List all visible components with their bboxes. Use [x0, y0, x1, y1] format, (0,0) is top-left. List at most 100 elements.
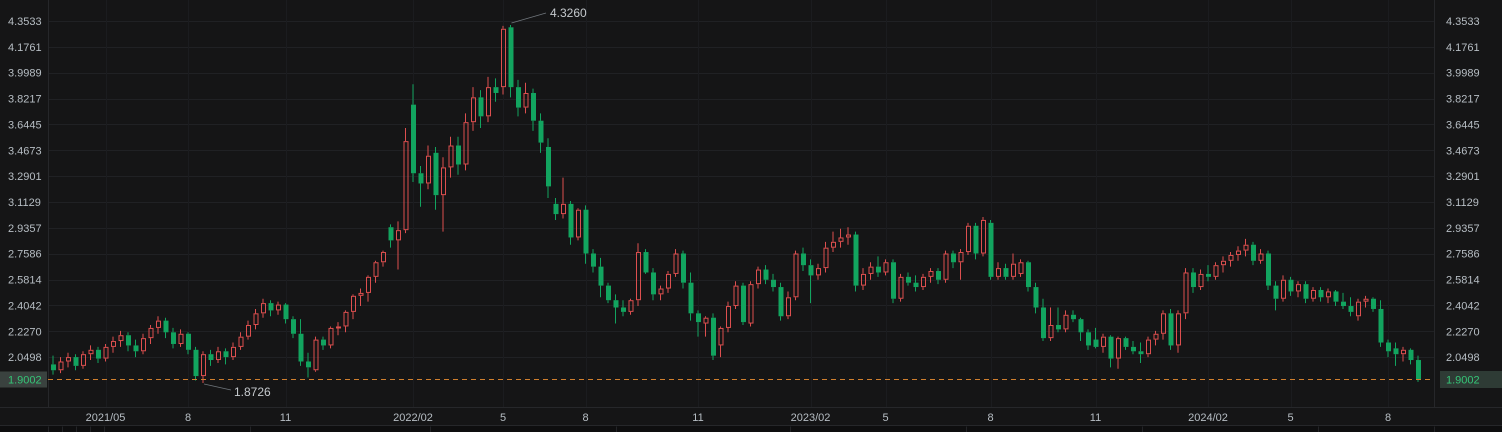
- candle-up: [103, 343, 109, 362]
- candle-up: [373, 260, 379, 283]
- candle-down: [433, 146, 439, 210]
- candle-part: [141, 338, 146, 352]
- candle-up: [966, 222, 971, 255]
- x-axis-label: 2024/02: [1188, 412, 1228, 424]
- candle-part: [261, 303, 266, 314]
- candle-part: [861, 273, 866, 286]
- candle-down: [1041, 298, 1046, 342]
- candle-down: [283, 303, 289, 324]
- candle-down: [891, 259, 896, 304]
- x-axis-label: 11: [692, 412, 703, 424]
- candle-part: [351, 295, 356, 312]
- candle-part: [1041, 307, 1046, 339]
- candle-part: [253, 313, 259, 326]
- x-axis-label: 8: [185, 412, 191, 424]
- candle-up: [1258, 249, 1264, 264]
- bottom-minimap-strip[interactable]: [0, 426, 1502, 432]
- candle-part: [711, 317, 716, 356]
- candle-up: [756, 266, 761, 289]
- y-axis-label-left: 2.0498: [8, 352, 42, 364]
- candle-part: [178, 333, 184, 344]
- candle-up: [253, 308, 259, 330]
- candle-part: [1273, 285, 1279, 299]
- candle-down: [988, 219, 994, 280]
- candle-part: [1251, 244, 1256, 261]
- candle-part: [868, 266, 874, 274]
- candle-part: [448, 145, 454, 168]
- candle-down: [388, 224, 394, 248]
- candle-up: [726, 301, 731, 333]
- x-axis-label: 11: [1090, 412, 1101, 424]
- candle-part: [268, 303, 274, 311]
- candle-down: [1026, 260, 1031, 292]
- candle-down: [936, 268, 941, 285]
- low-annotation: 1.8726: [234, 385, 271, 399]
- candle-part: [883, 262, 889, 273]
- candle-part: [651, 272, 656, 295]
- candle-part: [951, 253, 956, 263]
- candle-part: [771, 279, 776, 288]
- candle-up: [883, 259, 889, 276]
- candle-down: [598, 257, 604, 298]
- y-axis-label-right: 3.6445: [1446, 119, 1480, 131]
- candle-part: [546, 146, 551, 187]
- y-axis-label-left: 2.7586: [8, 249, 42, 261]
- candle-up: [448, 136, 454, 178]
- candle-part: [246, 325, 251, 337]
- candle-part: [1393, 348, 1399, 355]
- candle-part: [741, 285, 746, 323]
- y-axis-label-left: 2.5814: [8, 275, 42, 287]
- candle-part: [1078, 319, 1084, 333]
- candle-part: [148, 327, 154, 339]
- candle-up: [1296, 281, 1301, 298]
- candle-down: [763, 265, 769, 285]
- candle-part: [1056, 325, 1061, 330]
- candle-up: [441, 157, 446, 232]
- candle-up: [793, 250, 799, 301]
- candle-up: [261, 298, 266, 318]
- candle-down: [456, 136, 461, 175]
- candle-up: [231, 342, 236, 361]
- candle-part: [913, 282, 919, 288]
- candle-part: [1221, 260, 1226, 266]
- candle-down: [531, 88, 536, 131]
- candle-down: [268, 300, 274, 317]
- candle-part: [231, 346, 236, 358]
- candle-part: [1003, 268, 1009, 277]
- candle-up: [1063, 310, 1069, 333]
- candle-part: [1371, 298, 1376, 309]
- candle-up: [276, 301, 281, 315]
- candle-up: [576, 208, 581, 241]
- current-price-text-right: 1.9002: [1446, 375, 1480, 387]
- candle-down: [643, 249, 649, 274]
- candle-down: [223, 348, 229, 365]
- candle-part: [1153, 333, 1159, 340]
- candle-down: [1408, 348, 1414, 365]
- candle-part: [156, 320, 161, 328]
- candle-part: [388, 227, 394, 241]
- candle-part: [133, 345, 139, 352]
- candle-up: [141, 333, 146, 355]
- candle-part: [576, 209, 581, 238]
- candle-up: [238, 332, 244, 350]
- candle-part: [681, 253, 686, 283]
- candle-up: [148, 325, 154, 344]
- candle-up: [561, 177, 566, 219]
- candle-up: [943, 250, 949, 283]
- candle-part: [1146, 339, 1151, 355]
- candle-part: [298, 333, 304, 362]
- candle-down: [568, 200, 574, 245]
- candle-part: [1318, 289, 1324, 298]
- candle-up: [921, 273, 926, 290]
- x-axis-label: 5: [500, 412, 506, 424]
- candle-part: [628, 300, 634, 312]
- candle-part: [1116, 338, 1121, 359]
- candle-up: [396, 221, 401, 270]
- candle-part: [1378, 308, 1384, 343]
- candle-part: [613, 300, 619, 308]
- candle-up: [1101, 333, 1106, 353]
- candle-part: [418, 173, 424, 184]
- candle-down: [1348, 297, 1354, 317]
- candle-part: [553, 203, 559, 215]
